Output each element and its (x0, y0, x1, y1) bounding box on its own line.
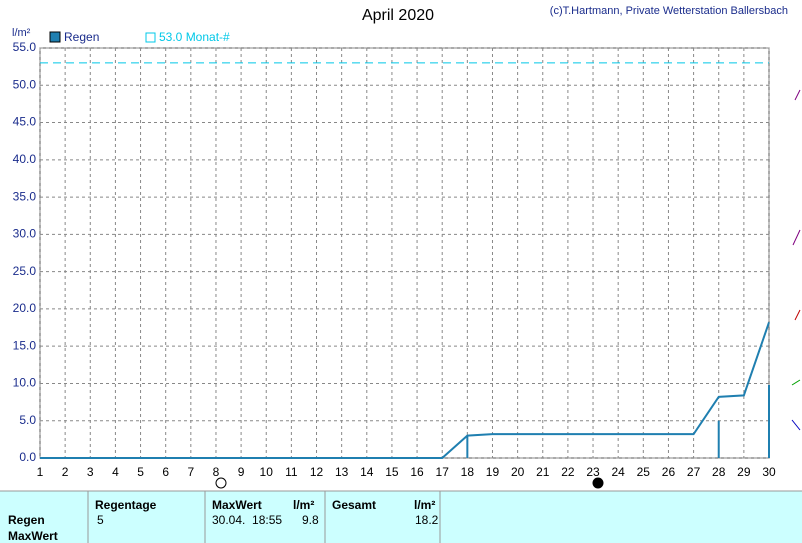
x-tick-label: 23 (586, 465, 600, 479)
chart-title: April 2020 (362, 7, 434, 24)
legend-swatch (49, 31, 61, 43)
plot-frame (39, 47, 770, 459)
y-tick-label: 35.0 (13, 189, 37, 203)
table-header: l/m² (293, 498, 314, 512)
table-cell: 18.2 (415, 513, 439, 527)
x-tick-label: 20 (511, 465, 525, 479)
table-cell: 5 (97, 513, 104, 527)
x-tick-label: 10 (260, 465, 274, 479)
x-tick-label: 19 (486, 465, 500, 479)
y-tick-label: 45.0 (13, 115, 37, 129)
legend-swatch (145, 32, 156, 43)
row-label: MaxWert (8, 529, 58, 543)
table-cell: 30.04. 18:55 (212, 513, 282, 527)
y-tick-label: 5.0 (19, 413, 36, 427)
y-tick-label: 55.0 (13, 40, 37, 54)
y-tick-label: 50.0 (13, 77, 37, 91)
x-tick-label: 15 (385, 465, 399, 479)
x-tick-label: 4 (112, 465, 119, 479)
credit: (c)T.Hartmann, Private Wetterstation Bal… (550, 5, 788, 17)
y-tick-label: 25.0 (13, 264, 37, 278)
y-tick-label: 40.0 (13, 152, 37, 166)
table-header: Regentage (95, 498, 157, 512)
x-tick-label: 14 (360, 465, 374, 479)
x-tick-label: 28 (712, 465, 726, 479)
line (40, 322, 770, 459)
x-tick-label: 7 (187, 465, 194, 479)
x-tick-label: 22 (561, 465, 575, 479)
full-moon (215, 477, 227, 489)
cut-off-chart (791, 89, 801, 431)
y-tick-label: 20.0 (13, 301, 37, 315)
x-tick-label: 17 (436, 465, 450, 479)
x-tick-label: 27 (687, 465, 701, 479)
x-tick-label: 11 (285, 465, 298, 479)
y-axis-label: l/m² (12, 27, 31, 39)
y-tick-label: 30.0 (13, 227, 37, 241)
x-tick-label: 12 (310, 465, 324, 479)
table-header: MaxWert (212, 498, 262, 512)
x-tick-label: 29 (737, 465, 751, 479)
x-tick-label: 3 (87, 465, 94, 479)
x-tick-label: 30 (762, 465, 776, 479)
x-tick-label: 1 (37, 465, 44, 479)
x-tick-label: 26 (662, 465, 676, 479)
y-tick-label: 0.0 (19, 450, 36, 464)
x-tick-label: 24 (611, 465, 625, 479)
legend-label: Regen (64, 30, 99, 44)
x-tick-label: 13 (335, 465, 349, 479)
x-tick-label: 2 (62, 465, 69, 479)
x-tick-label: 21 (536, 465, 550, 479)
x-tick-label: 6 (162, 465, 169, 479)
table-header: Gesamt (332, 498, 376, 512)
table-cell: 9.8 (302, 513, 319, 527)
table-bg (0, 491, 802, 543)
x-tick-label: 16 (410, 465, 424, 479)
new-moon (592, 477, 604, 489)
table-header: l/m² (414, 498, 435, 512)
x-tick-label: 5 (137, 465, 144, 479)
y-tick-label: 15.0 (13, 338, 37, 352)
y-tick-label: 10.0 (13, 376, 37, 390)
x-tick-label: 9 (238, 465, 245, 479)
row-label: Regen (8, 513, 45, 527)
x-tick-label: 18 (461, 465, 475, 479)
x-tick-label: 25 (637, 465, 651, 479)
legend-label: 53.0 Monat-# (159, 30, 230, 44)
x-tick-label: 8 (213, 465, 220, 479)
table-separators (87, 491, 441, 543)
